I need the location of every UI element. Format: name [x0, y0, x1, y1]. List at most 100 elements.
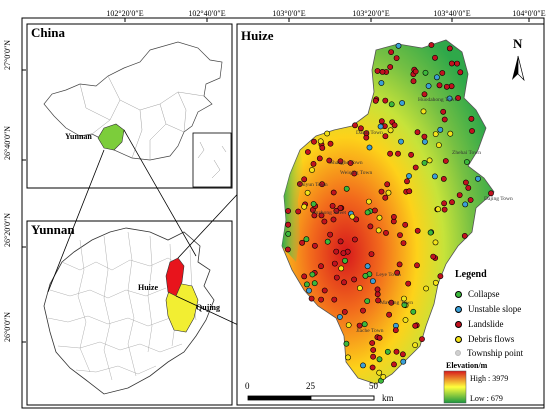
- debris-flow-marker: [345, 354, 351, 361]
- landslide-marker: [412, 68, 419, 75]
- landslide-marker: [440, 108, 447, 115]
- landslide-marker: [330, 216, 337, 223]
- collapse-marker: [362, 272, 369, 279]
- landslide-marker: [388, 49, 394, 55]
- unstable-slope-marker: [369, 278, 376, 284]
- coord-top-2: 102°40′0″E: [188, 9, 226, 18]
- landslide-marker: [378, 118, 385, 125]
- scale-tick-0: 0: [245, 381, 250, 391]
- landslide-marker: [327, 231, 333, 238]
- north-arrow-letter: N: [513, 36, 523, 51]
- coord-top-4: 103°20′0″E: [352, 9, 390, 18]
- north-arrow: [512, 55, 525, 82]
- debris-flow-marker: [376, 369, 383, 376]
- landslide-marker: [321, 218, 328, 225]
- unstable-slope-marker: [364, 263, 371, 270]
- landslide-marker: [488, 190, 494, 197]
- landslide-marker: [391, 122, 398, 129]
- landslide-marker: [310, 160, 317, 167]
- town-label: Mawang Town: [380, 300, 413, 306]
- landslide-marker: [330, 189, 337, 196]
- landslide-marker: [410, 78, 417, 85]
- debris-flow-marker: [426, 157, 433, 164]
- collapse-marker: [343, 340, 350, 347]
- landslide-marker: [333, 207, 340, 214]
- debris-flow-marker: [432, 131, 439, 137]
- legend-title: Legend: [455, 269, 487, 280]
- landslide-marker: [331, 296, 338, 303]
- landslide-marker: [378, 188, 385, 195]
- landslide-marker: [387, 64, 394, 70]
- landslide-marker: [311, 138, 317, 145]
- landslide-marker: [347, 160, 354, 166]
- landslide-marker: [467, 197, 474, 203]
- landslide-marker: [333, 248, 340, 255]
- landslide-marker: [367, 223, 374, 230]
- landslide-marker: [340, 250, 347, 256]
- landslide-marker: [351, 170, 358, 177]
- debris-flow-marker: [432, 239, 439, 246]
- elevation-color-bar: [443, 370, 467, 404]
- landslide-marker: [421, 91, 428, 98]
- landslide-marker: [370, 347, 377, 353]
- collapse-marker: [342, 257, 348, 264]
- unstable-slope-marker: [360, 362, 366, 369]
- collapse-marker: [384, 348, 391, 355]
- debris-flow-marker: [385, 189, 392, 196]
- debris-flow-marker: [435, 142, 442, 148]
- town-label: Shanghe Town: [330, 160, 363, 166]
- debris-flow-marker-icon: [455, 335, 462, 343]
- unstable-slope-marker: [433, 74, 440, 81]
- debris-flow-marker: [349, 213, 356, 220]
- landslide-marker: [419, 336, 425, 342]
- landslide-marker: [368, 251, 375, 257]
- landslide-marker: [337, 158, 344, 165]
- landslide-marker: [390, 213, 397, 220]
- scale-tick-50: 50: [369, 381, 378, 391]
- coord-top-1: 102°20′0″E: [106, 9, 144, 18]
- landslide-marker: [457, 69, 464, 76]
- landslide-marker: [432, 54, 438, 61]
- landslide-marker: [436, 82, 443, 89]
- landslide-marker: [393, 55, 400, 61]
- landslide-marker: [299, 239, 305, 246]
- landslide-marker: [421, 133, 428, 140]
- landslide-marker: [374, 68, 381, 74]
- landslide-marker: [408, 151, 414, 158]
- china-title: China: [31, 25, 65, 40]
- collapse-marker: [410, 308, 417, 315]
- debris-flow-marker: [324, 130, 330, 137]
- unstable-slope-marker: [398, 138, 404, 145]
- collapse-marker: [324, 238, 331, 245]
- legend-item-township-point: Township point: [455, 346, 523, 360]
- landslide-marker: [462, 179, 469, 186]
- landslide-marker: [341, 279, 347, 286]
- landslide-marker: [456, 192, 463, 198]
- landslide-marker: [374, 286, 381, 293]
- landslide-marker-icon: [455, 320, 462, 328]
- landslide-marker: [414, 129, 421, 136]
- landslide-marker: [337, 238, 344, 245]
- landslide-marker: [375, 297, 381, 304]
- collapse-marker: [361, 321, 368, 328]
- landslide-marker: [371, 207, 378, 214]
- town-label: Jiache Town: [356, 328, 384, 334]
- scale-unit: km: [382, 393, 394, 403]
- landslide-marker: [285, 208, 291, 214]
- landslide-marker: [396, 261, 403, 268]
- landslide-marker: [363, 130, 370, 137]
- unstable-slope-marker-icon: [455, 305, 462, 313]
- landslide-marker: [440, 175, 447, 182]
- collapse-marker: [422, 69, 429, 76]
- collapse-marker: [285, 230, 292, 237]
- collapse-marker: [303, 281, 310, 288]
- collapse-marker: [364, 209, 371, 216]
- landslide-marker: [439, 70, 446, 76]
- landslide-marker: [443, 83, 450, 90]
- landslide-marker: [374, 291, 381, 298]
- town-label: Jinzhong Street: [312, 210, 347, 216]
- landslide-marker: [311, 242, 318, 249]
- qujing-label: Qujing: [196, 303, 221, 312]
- collapse-marker-icon: [455, 290, 462, 298]
